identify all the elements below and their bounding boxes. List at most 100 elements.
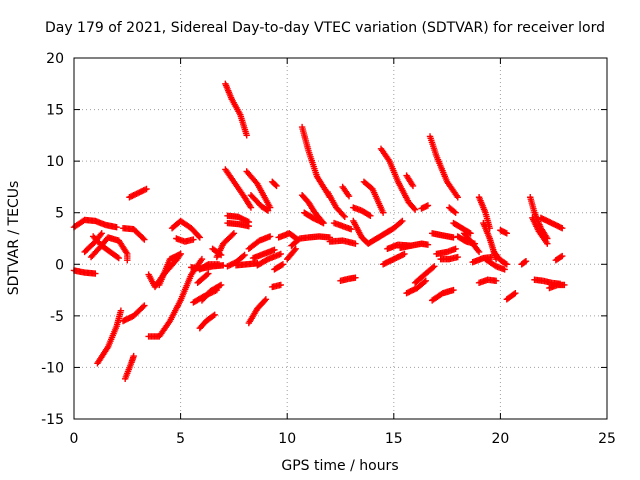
data-point [216, 282, 223, 289]
data-point [559, 224, 566, 232]
data-point [424, 202, 432, 209]
x-tick-label: 0 [70, 431, 79, 447]
data-point [492, 277, 500, 284]
data-series-track [243, 168, 274, 211]
data-point [451, 208, 458, 215]
data-series-track [475, 276, 500, 287]
data-point [466, 229, 473, 236]
y-tick-label: 5 [55, 206, 64, 222]
data-series-track [119, 224, 148, 243]
data-series-track [222, 80, 250, 139]
data-point [143, 185, 150, 193]
data-point [352, 240, 359, 247]
data-point [544, 240, 551, 247]
data-point [345, 193, 353, 200]
data-point [92, 270, 99, 277]
data-series-track [529, 214, 551, 247]
data-series-track [245, 296, 270, 327]
data-point [279, 261, 287, 268]
data-point [409, 182, 417, 190]
data-point [271, 246, 278, 254]
x-tick-label: 15 [385, 431, 403, 447]
data-point [124, 256, 131, 264]
data-point [203, 271, 211, 278]
data-point [399, 217, 406, 225]
data-point [503, 230, 510, 237]
data-series-track [339, 183, 353, 200]
data-series-track [269, 178, 280, 190]
data-series-track [360, 178, 387, 216]
data-point [215, 261, 223, 268]
data-series-track [194, 270, 212, 287]
data-point [475, 248, 483, 256]
data-point [452, 209, 459, 216]
y-axis-label: SDTVAR / TECUs [6, 181, 22, 296]
data-point [559, 252, 566, 260]
data-point [474, 247, 482, 254]
data-series-track [350, 217, 406, 247]
data-point [211, 311, 218, 319]
data-point [139, 303, 147, 310]
x-tick-label: 25 [598, 431, 616, 447]
data-point [177, 250, 184, 258]
data-series-track [284, 245, 299, 263]
data-series-track [428, 286, 457, 304]
data-point [522, 257, 530, 265]
data-series-track [426, 133, 461, 201]
data-series-track [70, 267, 99, 277]
data-series-track [119, 302, 148, 325]
data-point [198, 255, 206, 263]
x-tick-label: 5 [176, 431, 185, 447]
data-series-track [156, 250, 184, 289]
data-point [452, 245, 459, 253]
data-point [229, 231, 236, 238]
data-point [114, 254, 121, 261]
data-point [247, 204, 255, 211]
data-point [557, 253, 565, 261]
y-tick-label: -5 [50, 309, 64, 325]
data-point [367, 212, 374, 220]
data-point [501, 266, 508, 273]
data-series-track [298, 191, 327, 227]
data-series-track [403, 277, 429, 297]
data-series-track [475, 194, 493, 232]
data-point [421, 278, 428, 286]
data-series-track [497, 227, 510, 237]
data-series-track [196, 261, 223, 273]
data-series-track [503, 289, 519, 303]
data-series-track [301, 209, 327, 227]
data-point [450, 286, 457, 294]
data-series-track [288, 233, 334, 249]
y-tick-label: -15 [41, 412, 64, 428]
data-point [264, 207, 272, 214]
data-point [245, 222, 253, 230]
data-point [98, 230, 105, 237]
plot-area [70, 80, 568, 382]
data-series-track [537, 214, 566, 232]
data-point [401, 250, 408, 258]
data-point [424, 241, 432, 248]
data-series-track [490, 248, 510, 268]
data-series-track [168, 217, 203, 241]
data-series-track [418, 202, 432, 212]
data-point [263, 206, 270, 214]
data-series-track [433, 245, 459, 258]
data-series-track [326, 237, 359, 247]
data-series-track [89, 233, 122, 262]
data-series-track [460, 230, 483, 256]
data-point [502, 260, 509, 267]
data-point [340, 212, 347, 219]
x-axis-label: GPS time / hours [281, 458, 398, 474]
y-tick-label: 20 [46, 51, 64, 67]
axis-ticks: 0 5 10 15 20 25 -15 -10 -5 0 5 10 15 20 [41, 51, 616, 447]
data-point [397, 218, 405, 226]
data-point [521, 258, 529, 266]
data-series-track [350, 204, 374, 220]
data-point [113, 223, 120, 231]
data-point [240, 252, 247, 260]
data-point [512, 289, 519, 297]
data-series-track [121, 352, 137, 382]
data-point [196, 234, 203, 241]
y-tick-label: 15 [46, 103, 64, 119]
data-point [320, 219, 327, 227]
